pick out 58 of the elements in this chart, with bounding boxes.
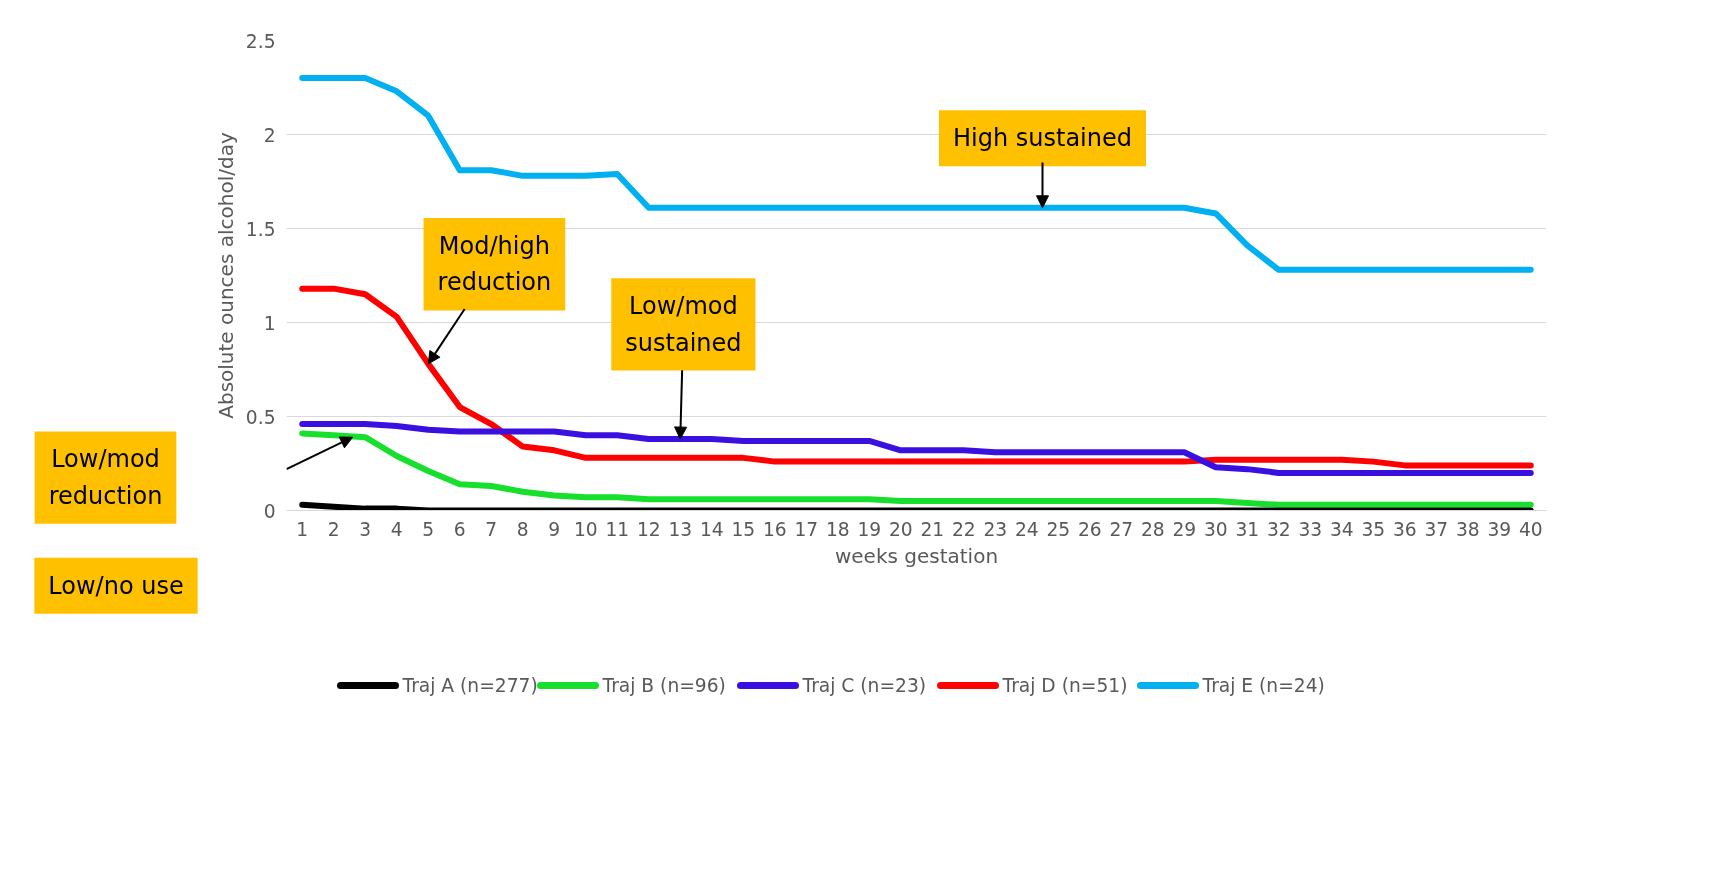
x-tick-label: 14 [699,518,724,540]
x-tick-label: 11 [605,518,630,540]
y-tick-label: 0 [263,500,276,522]
x-tick-label: 13 [668,518,693,540]
x-tick-label: 40 [1518,518,1543,540]
x-tick-label: 24 [1014,518,1039,540]
x-tick-label: 34 [1329,518,1354,540]
x-tick-label: 29 [1172,518,1197,540]
x-tick-label: 32 [1266,518,1291,540]
x-tick-label: 23 [983,518,1008,540]
text: Low/no use [48,571,184,600]
x-tick-label: 21 [920,518,945,540]
x-tick-label: 19 [857,518,882,540]
x-tick-label: 36 [1392,518,1417,540]
x-tick-label: 1 [296,518,309,540]
y-tick-label: 2 [263,124,276,146]
x-tick-label: 33 [1298,518,1323,540]
x-tick-label: 26 [1077,518,1102,540]
x-tick-label: 37 [1424,518,1449,540]
x-tick-label: 27 [1109,518,1134,540]
x-axis-title: weeks gestation [834,543,999,568]
y-tick-label: 1 [263,312,276,334]
legend-label: Traj D (n=51) [1001,675,1128,696]
x-tick-label: 31 [1235,518,1260,540]
x-tick-label: 17 [794,518,819,540]
x-tick-label: 25 [1046,518,1071,540]
y-axis-title: Absolute ounces alcohol/day [213,132,238,419]
annotation: Low/mod sustained [625,292,742,357]
legend-label: Traj E (n=24) [1201,675,1325,696]
legend-label: Traj B (n=96) [601,675,726,696]
x-tick-label: 22 [951,518,976,540]
x-tick-label: 10 [573,518,598,540]
x-tick-label: 20 [888,518,913,540]
legend-label: Traj A (n=277) [401,675,538,696]
x-tick-label: 9 [548,518,561,540]
x-tick-label: 5 [422,518,435,540]
x-tick-label: 4 [390,518,403,540]
x-tick-label: 28 [1140,518,1165,540]
x-tick-label: 12 [636,518,661,540]
x-tick-label: 8 [516,518,529,540]
text: Low/mod reduction [48,445,163,510]
x-tick-label: 38 [1455,518,1480,540]
x-tick-label: 18 [825,518,850,540]
x-tick-label: 39 [1487,518,1512,540]
annotation: Mod/high reduction [437,232,552,297]
x-tick-label: 6 [453,518,466,540]
x-tick-label: 15 [731,518,756,540]
x-tick-label: 35 [1361,518,1386,540]
x-tick-label: 3 [359,518,372,540]
x-tick-label: 7 [485,518,498,540]
annotation: High sustained [953,124,1133,153]
x-tick-label: 2 [327,518,340,540]
x-tick-label: 16 [762,518,787,540]
y-tick-label: 1.5 [245,218,276,240]
y-tick-label: 0.5 [245,406,276,428]
y-tick-label: 2.5 [245,30,276,52]
x-tick-label: 30 [1203,518,1228,540]
legend-label: Traj C (n=23) [801,675,927,696]
